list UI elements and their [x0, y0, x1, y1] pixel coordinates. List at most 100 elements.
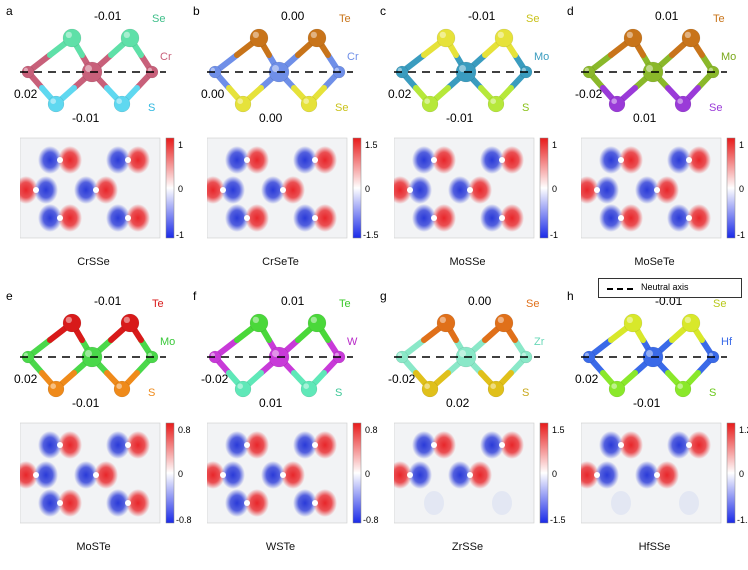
top-atom [120, 28, 140, 48]
compound-name: MoSeTe [634, 256, 675, 268]
top-displacement-value: 0.01 [655, 9, 679, 23]
top-atom [249, 313, 269, 333]
atom-center [244, 157, 250, 163]
atom-center [125, 215, 131, 221]
panel-d: d Te Mo Se 0.01 -0.02 0.01 1 0 -1 MoSeTe [561, 0, 748, 285]
bottom-atom [608, 95, 626, 113]
weak-charge-lobe [424, 491, 444, 515]
colorbar-max-label: 1 [552, 140, 557, 150]
metal-displacement-value: 0.02 [14, 372, 38, 386]
metal-atom-label: Mo [534, 51, 549, 63]
atom-center [618, 442, 624, 448]
charge-lobe [126, 431, 150, 459]
charge-lobe [38, 489, 62, 517]
weak-charge-lobe [492, 491, 512, 515]
atom-center [499, 442, 505, 448]
top-atom-label: Te [339, 13, 351, 25]
bottom-atom [113, 95, 131, 113]
atomic-structure: Te W S 0.01 -0.02 0.01 [201, 294, 358, 410]
panel-letter: h [567, 289, 574, 303]
top-atom [494, 313, 514, 333]
charge-lobe [313, 204, 337, 232]
metal-atom-label: Zr [534, 336, 545, 348]
charge-lobe [38, 204, 62, 232]
top-displacement-value: -0.01 [468, 9, 496, 23]
top-atom [623, 28, 643, 48]
compound-name: CrSSe [77, 256, 110, 268]
metal-displacement-value: 0.02 [575, 372, 599, 386]
bottom-atom-label: S [522, 102, 529, 114]
charge-lobe [432, 146, 456, 174]
atom-center [407, 472, 413, 478]
colorbar [165, 137, 175, 239]
charge-lobe [432, 204, 456, 232]
panel-g: g Se Zr S 0.00 -0.02 0.02 1.5 0 -1.5 ZrSSe [374, 285, 566, 570]
colorbar-max-label: 1 [178, 140, 183, 150]
atom-center [686, 215, 692, 221]
atom-center [244, 215, 250, 221]
charge-lobe [655, 176, 679, 204]
charge-lobe [261, 461, 285, 489]
charge-density-map: 1.5 0 -1.5 [394, 422, 566, 525]
top-atom-label: Se [152, 13, 165, 25]
atom-center [618, 215, 624, 221]
charge-lobe [619, 204, 643, 232]
charge-density-map: 1 0 -1 [20, 137, 184, 240]
metal-atom-label: Cr [160, 51, 172, 63]
metal-displacement-value: -0.02 [201, 372, 229, 386]
atom-center [125, 157, 131, 163]
top-atom [436, 28, 456, 48]
weak-charge-lobe [611, 491, 631, 515]
top-atom-label: Te [339, 298, 351, 310]
charge-lobe [394, 176, 412, 204]
top-atom-label: Se [526, 298, 539, 310]
charge-lobe [261, 176, 285, 204]
colorbar-mid-label: 0 [178, 184, 183, 194]
top-atom [120, 313, 140, 333]
charge-lobe [408, 176, 432, 204]
charge-lobe [619, 146, 643, 174]
charge-lobe [293, 204, 317, 232]
charge-lobe [20, 176, 38, 204]
top-atom [436, 313, 456, 333]
charge-lobe [480, 146, 504, 174]
colorbar-min-label: -1 [737, 230, 745, 240]
bottom-atom [300, 380, 318, 398]
charge-lobe [412, 431, 436, 459]
charge-lobe [667, 431, 691, 459]
atom-center [467, 187, 473, 193]
colorbar-mid-label: 0 [365, 469, 370, 479]
atom-center [312, 442, 318, 448]
charge-lobe [293, 489, 317, 517]
charge-lobe [635, 461, 659, 489]
colorbar [539, 422, 549, 524]
charge-lobe [58, 431, 82, 459]
charge-lobe [599, 431, 623, 459]
colorbar-mid-label: 0 [739, 469, 744, 479]
colorbar-mid-label: 0 [739, 184, 744, 194]
atom-center [312, 500, 318, 506]
colorbar-mid-label: 0 [365, 184, 370, 194]
charge-lobe [480, 431, 504, 459]
charge-lobe [595, 461, 619, 489]
compound-name: MoSTe [76, 541, 111, 553]
charge-lobe [500, 431, 524, 459]
atomic-structure: Te Mo Se 0.01 -0.02 0.01 [575, 9, 736, 125]
charge-lobe [38, 146, 62, 174]
bottom-atom [47, 95, 65, 113]
panel-letter: e [6, 289, 13, 303]
compound-name: ZrSSe [451, 541, 484, 553]
charge-density-map: 1 0 -1 [394, 137, 558, 240]
atom-center [57, 215, 63, 221]
compound-name: HfSSe [638, 541, 671, 553]
charge-lobe [687, 431, 711, 459]
bottom-atom-label: S [709, 387, 716, 399]
bottom-atom [421, 380, 439, 398]
atom-center [244, 500, 250, 506]
charge-lobe [34, 176, 58, 204]
charge-lobe [581, 176, 599, 204]
charge-density-map: 1.5 0 -1.5 [207, 137, 379, 240]
charge-lobe [207, 461, 225, 489]
atom-center [686, 157, 692, 163]
